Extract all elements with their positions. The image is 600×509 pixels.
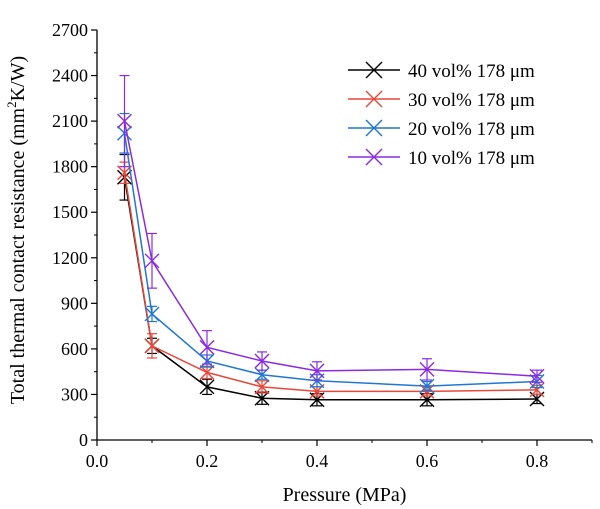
legend-marker	[365, 61, 383, 79]
legend-marker	[365, 119, 383, 137]
data-point	[144, 253, 160, 269]
series-4	[117, 74, 545, 384]
legend-item: 30 vol% 178 μm	[348, 90, 535, 111]
y-tick-label: 900	[61, 293, 88, 313]
data-point	[144, 338, 160, 354]
data-point	[529, 368, 545, 384]
data-point	[199, 339, 215, 355]
data-point	[419, 378, 435, 394]
series-2	[117, 161, 545, 399]
point-marker-stroke	[144, 306, 160, 322]
data-point	[254, 379, 270, 395]
data-point	[419, 383, 435, 399]
legend-item: 10 vol% 178 μm	[348, 148, 535, 169]
y-tick-label: 2100	[52, 111, 88, 131]
y-tick-label: 300	[61, 384, 88, 404]
point-marker-stroke	[144, 338, 160, 354]
data-point	[254, 390, 270, 406]
point-marker-stroke	[199, 364, 215, 380]
legend-label: 40 vol% 178 μm	[408, 61, 535, 82]
y-tick-label: 1200	[52, 248, 88, 268]
data-point	[199, 379, 215, 395]
ticks: 0 300 600 900 1200 1500 1800 2100 2400 2700 0.0 0.2…	[52, 20, 593, 471]
y-tick-label: 2400	[52, 66, 88, 86]
legend-label: 20 vol% 178 μm	[408, 119, 535, 140]
y-tick-label: 0	[79, 430, 88, 450]
data-point	[419, 361, 435, 377]
y-tick-label: 600	[61, 339, 88, 359]
x-tick-label: 0.0	[86, 451, 109, 471]
y-axis-title-tail: K/W)	[7, 56, 29, 102]
point-marker-stroke	[117, 113, 132, 129]
series-line	[123, 133, 538, 387]
legend-item: 20 vol% 178 μm	[348, 119, 535, 140]
legend-label: 30 vol% 178 μm	[408, 90, 535, 111]
point-marker-stroke	[419, 383, 435, 399]
x-tick-label: 0.4	[306, 451, 329, 471]
legend-marker	[365, 90, 383, 108]
point-marker-stroke	[199, 339, 215, 355]
legend-marker	[365, 148, 383, 166]
point-marker-stroke	[419, 378, 435, 394]
series-line	[123, 172, 538, 393]
y-axis-title-main: Total thermal contact resistance (mm	[7, 107, 29, 404]
point-marker-stroke	[254, 353, 270, 369]
data-point	[199, 364, 215, 380]
y-tick-label: 1800	[52, 157, 88, 177]
legend-item: 40 vol% 178 μm	[348, 61, 535, 82]
data-point	[144, 306, 160, 322]
data-point	[254, 353, 270, 369]
x-axis-title: Pressure (MPa)	[283, 484, 407, 506]
point-marker-stroke	[529, 368, 545, 384]
y-tick-label: 1500	[52, 202, 88, 222]
series-layer	[117, 74, 545, 408]
legend-label: 10 vol% 178 μm	[408, 148, 535, 169]
x-tick-label: 0.6	[416, 451, 439, 471]
x-tick-label: 0.8	[526, 451, 549, 471]
point-marker-stroke	[419, 361, 435, 377]
y-tick-label: 2700	[52, 20, 88, 40]
y-axis-title: Total thermal contact resistance (mm2K/W…	[4, 56, 29, 404]
series-1	[117, 153, 545, 408]
point-marker-stroke	[254, 390, 270, 406]
point-marker-stroke	[199, 379, 215, 395]
point-marker-stroke	[144, 253, 160, 269]
data-point	[309, 363, 325, 379]
series-line	[123, 177, 538, 401]
point-marker-stroke	[309, 363, 325, 379]
y-axis-title-superscript: 2	[4, 101, 19, 108]
legend: 40 vol% 178 μm 30 vol% 178 μm 20 vol% 178 …	[348, 61, 535, 169]
point-marker-stroke	[254, 379, 270, 395]
x-tick-label: 0.2	[196, 451, 219, 471]
data-point	[117, 113, 132, 129]
